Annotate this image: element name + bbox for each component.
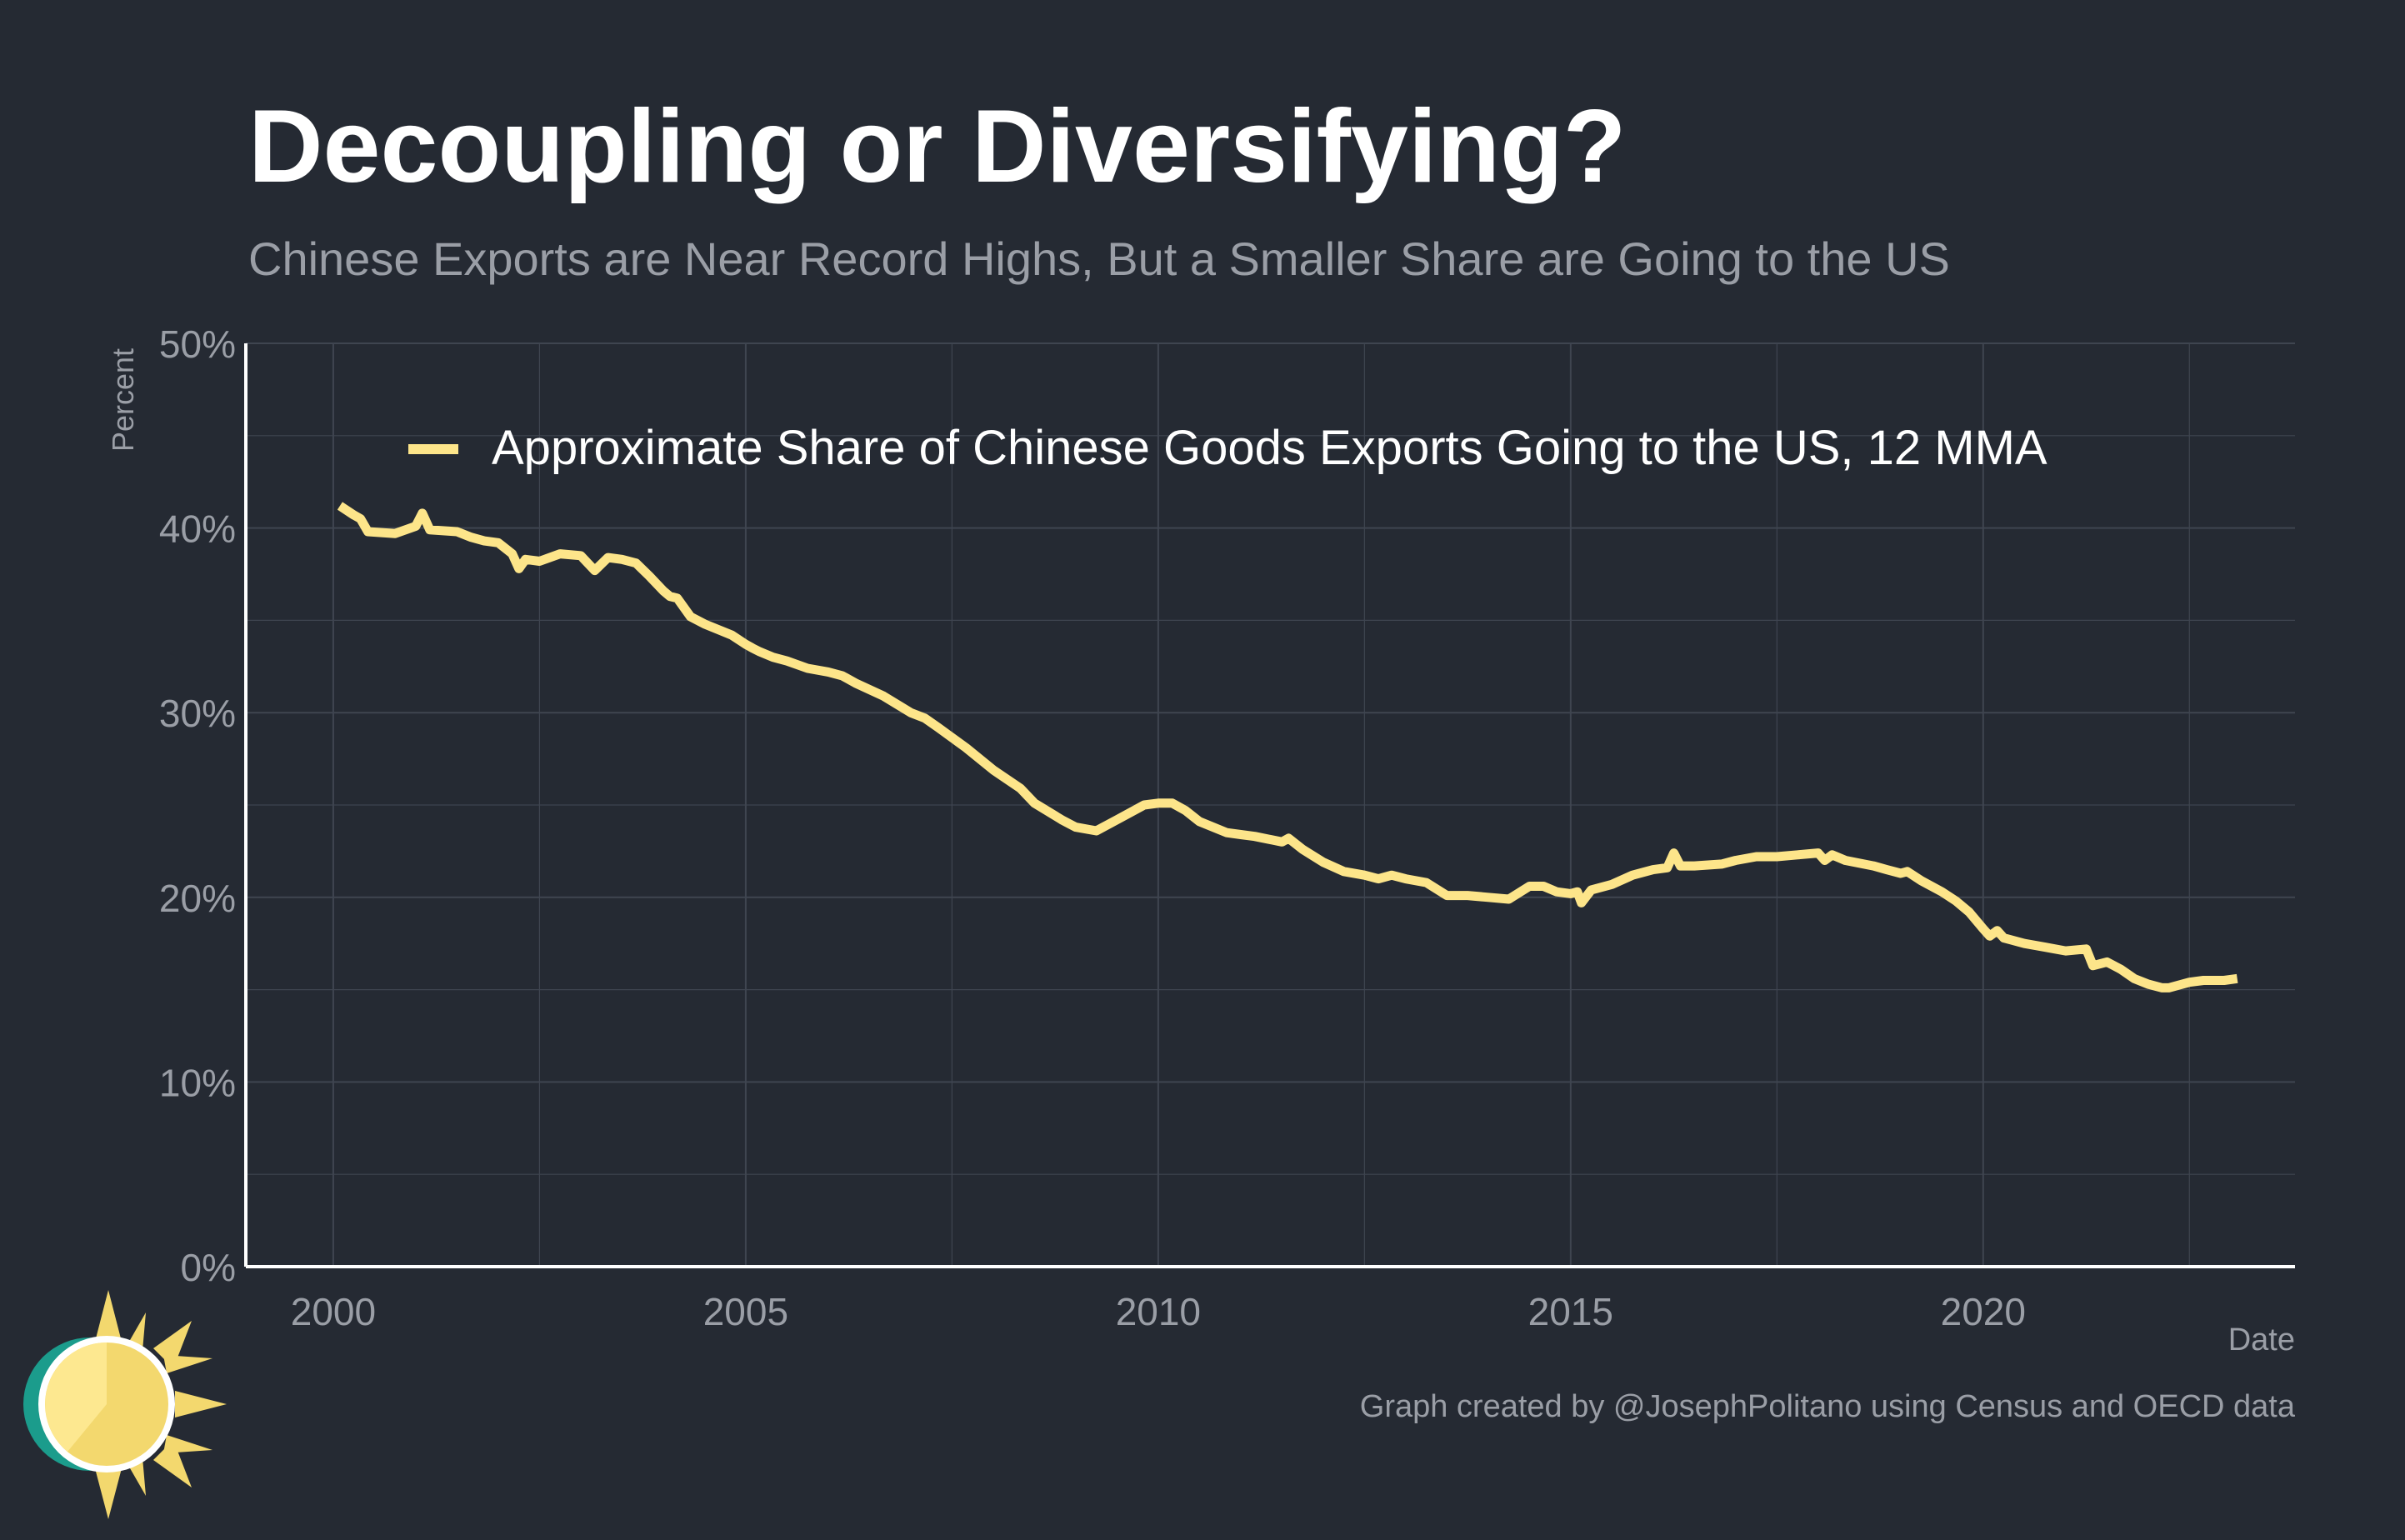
series-line	[337, 502, 2238, 992]
x-tick-label: 2015	[1528, 1290, 1613, 1333]
y-tick-label: 20%	[159, 877, 236, 920]
y-tick-label: 30%	[159, 692, 236, 735]
y-axis-label: Percent	[106, 348, 140, 452]
x-tick-label: 2010	[1116, 1290, 1201, 1333]
legend-label: Approximate Share of Chinese Goods Expor…	[492, 421, 2048, 475]
chart-title: Decoupling or Diversifying?	[248, 89, 1627, 204]
series-layer	[337, 502, 2238, 992]
sun-logo-icon	[23, 1290, 227, 1519]
y-tick-label: 50%	[159, 322, 236, 366]
x-tick-label: 2005	[703, 1290, 788, 1333]
x-tick-label: 2020	[1941, 1290, 2026, 1333]
y-tick-label: 10%	[159, 1061, 236, 1104]
x-tick-label: 2000	[291, 1290, 376, 1333]
y-tick-label: 40%	[159, 508, 236, 551]
legend: Approximate Share of Chinese Goods Expor…	[408, 421, 2048, 475]
chart-subtitle: Chinese Exports are Near Record Highs, B…	[248, 232, 1950, 285]
x-axis-label: Date	[2228, 1322, 2295, 1358]
source-caption: Graph created by @JosephPolitano using C…	[1360, 1389, 2296, 1424]
tick-labels: 0% 10% 20% 30% 40% 50% 2000 2005 2010 2015 2020	[159, 322, 2026, 1333]
y-tick-label: 0%	[181, 1246, 236, 1289]
